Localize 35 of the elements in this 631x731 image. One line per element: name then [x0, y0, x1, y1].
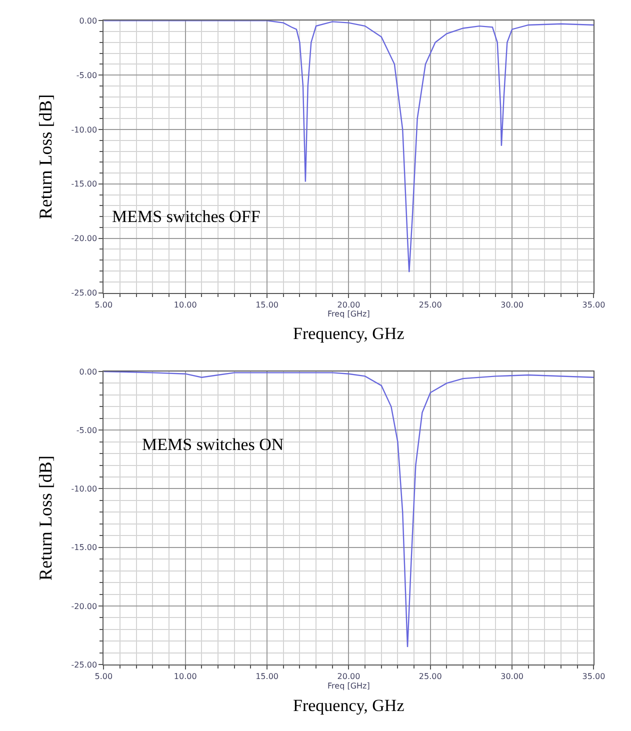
y-tick-label: -25.00 — [71, 660, 98, 670]
x-tick-label: 15.00 — [256, 672, 278, 682]
x-tick-label: 35.00 — [582, 672, 606, 682]
text: Frequency, GHz — [293, 696, 405, 715]
x-tick-label: 15.00 — [256, 300, 278, 310]
x-tick-label: 5.00 — [94, 300, 113, 310]
y-tick-label: -20.00 — [71, 234, 98, 244]
x-tick-label: 30.00 — [500, 672, 524, 682]
x-axis-title: Freq [GHz] — [328, 310, 370, 318]
x-tick-label: 30.00 — [500, 300, 524, 310]
annotation: MEMS switches OFF — [112, 207, 260, 226]
y-tick-label: -5.00 — [76, 426, 98, 435]
y-tick-label: 0.00 — [79, 16, 98, 26]
y-tick-label: -10.00 — [71, 484, 98, 494]
y-tick-label: -15.00 — [71, 180, 98, 189]
x-axis-title: Freq [GHz] — [328, 681, 370, 690]
x-tick-label: 20.00 — [337, 300, 360, 310]
x-tick-label: 35.00 — [582, 300, 606, 310]
text: Frequency, GHz — [293, 324, 405, 343]
y-tick-label: -25.00 — [71, 288, 98, 298]
x-tick-label: 25.00 — [418, 300, 442, 310]
y-axis-title: Return Loss [dB] — [36, 456, 56, 581]
x-tick-label: 10.00 — [174, 300, 197, 310]
y-tick-label: -15.00 — [71, 543, 98, 552]
x-tick-label: 25.00 — [418, 672, 442, 682]
annotation: MEMS switches ON — [142, 435, 284, 454]
x-tick-label: 20.00 — [337, 672, 360, 682]
y-axis-title: Return Loss [dB] — [36, 94, 56, 220]
x-tick-label: 5.00 — [94, 672, 113, 682]
y-tick-label: -10.00 — [71, 125, 98, 134]
line-series — [104, 372, 594, 648]
y-tick-label: 0.00 — [79, 367, 98, 376]
x-tick-label: 10.00 — [174, 672, 197, 682]
y-tick-label: -20.00 — [71, 602, 98, 611]
y-tick-label: -5.00 — [76, 70, 98, 80]
